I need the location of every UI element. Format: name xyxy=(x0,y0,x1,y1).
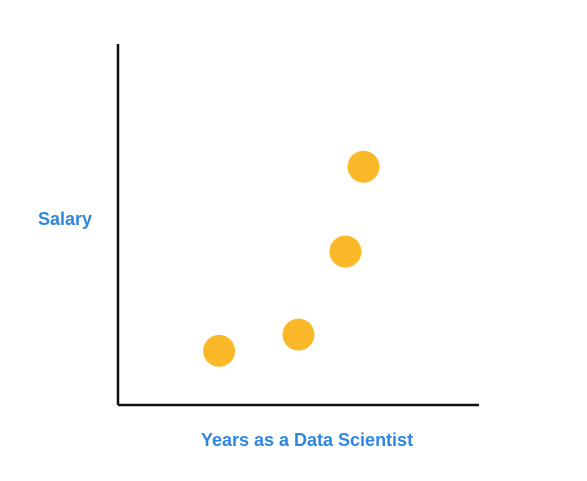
data-point-1 xyxy=(203,334,236,367)
y-axis-label: Salary xyxy=(38,209,92,229)
data-point-4 xyxy=(347,150,380,183)
data-point-3 xyxy=(329,235,362,268)
x-axis-label: Years as a Data Scientist xyxy=(201,430,413,450)
data-point-2 xyxy=(282,318,315,351)
plot-area xyxy=(116,44,479,407)
data-points xyxy=(203,150,380,367)
